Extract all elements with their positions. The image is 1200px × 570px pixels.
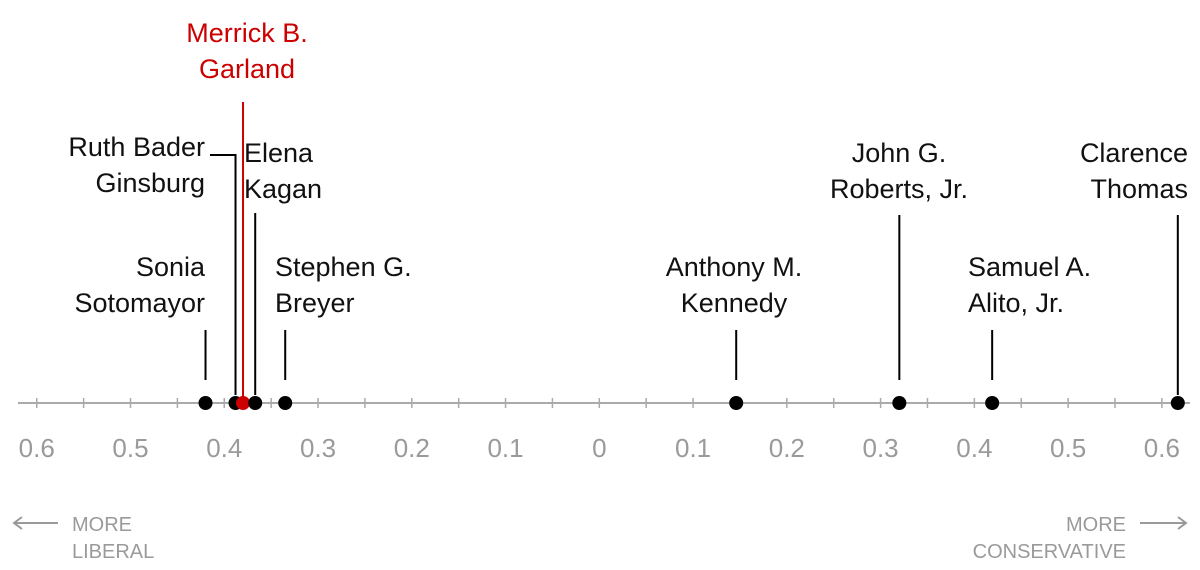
justice-name: Breyer bbox=[275, 288, 355, 318]
justice-name: Thomas bbox=[1090, 174, 1188, 204]
dot bbox=[248, 396, 263, 410]
x-tick-label: 0.4 bbox=[206, 433, 242, 463]
x-tick-label: 0.2 bbox=[769, 433, 805, 463]
label-group: Anthony M. Kennedy bbox=[666, 252, 803, 318]
justice-name: Samuel A. bbox=[968, 252, 1091, 282]
dot bbox=[892, 396, 907, 410]
label-group: Clarence Thomas bbox=[1080, 138, 1188, 204]
justice-name: Sonia bbox=[136, 252, 206, 282]
justice-name: Sotomayor bbox=[74, 288, 205, 318]
justice-name: Alito, Jr. bbox=[968, 288, 1064, 318]
x-tick-label: 0.3 bbox=[300, 433, 336, 463]
x-tick-label: 0.2 bbox=[394, 433, 430, 463]
label-group: Sonia Sotomayor bbox=[74, 252, 206, 318]
x-tick-label: 0.3 bbox=[863, 433, 899, 463]
x-tick-label: 0.6 bbox=[19, 433, 55, 463]
label-group: Elena Kagan bbox=[244, 138, 322, 204]
justice-name: Garland bbox=[199, 54, 295, 84]
left-note-2: LIBERAL bbox=[72, 541, 154, 563]
dot bbox=[198, 396, 213, 410]
justice-name: Clarence bbox=[1080, 138, 1188, 168]
leader-line bbox=[210, 154, 237, 395]
dot bbox=[729, 396, 744, 410]
label-group: Ruth Bader Ginsburg bbox=[68, 132, 205, 198]
x-tick-label: 0.1 bbox=[487, 433, 523, 463]
label-group: John G. Roberts, Jr. bbox=[830, 138, 968, 204]
arrow-left-head bbox=[12, 516, 23, 530]
justice-name: Kennedy bbox=[681, 288, 788, 318]
left-note-1: MORE bbox=[72, 514, 132, 536]
justice-name: Merrick B. bbox=[186, 18, 308, 48]
justice-name: Elena bbox=[244, 138, 314, 168]
justice-name: Ginsburg bbox=[95, 168, 205, 198]
dot bbox=[278, 396, 293, 410]
x-tick-label: 0 bbox=[592, 433, 606, 463]
right-note-1: MORE bbox=[1066, 514, 1126, 536]
label-group: Stephen G. Breyer bbox=[275, 252, 412, 318]
justice-name: Kagan bbox=[244, 174, 322, 204]
x-tick-label: 0.5 bbox=[1050, 433, 1086, 463]
x-tick-label: 0.4 bbox=[956, 433, 992, 463]
justice-name: Ruth Bader bbox=[68, 132, 205, 162]
justice-name: Anthony M. bbox=[666, 252, 803, 282]
justice-name: John G. bbox=[852, 138, 947, 168]
label-group: Merrick B. Garland bbox=[186, 18, 308, 84]
x-tick-label: 0.6 bbox=[1144, 433, 1180, 463]
justice-name: Roberts, Jr. bbox=[830, 174, 968, 204]
justice-name: Stephen G. bbox=[275, 252, 412, 282]
arrow-right-head bbox=[1177, 516, 1188, 530]
dot bbox=[985, 396, 1000, 410]
dot bbox=[236, 396, 251, 410]
arrows bbox=[12, 516, 1188, 530]
x-tick-label: 0.5 bbox=[112, 433, 148, 463]
right-note-2: CONSERVATIVE bbox=[973, 541, 1126, 563]
label-group: Samuel A. Alito, Jr. bbox=[968, 252, 1091, 318]
x-tick-label: 0.1 bbox=[675, 433, 711, 463]
dot bbox=[1170, 396, 1185, 410]
